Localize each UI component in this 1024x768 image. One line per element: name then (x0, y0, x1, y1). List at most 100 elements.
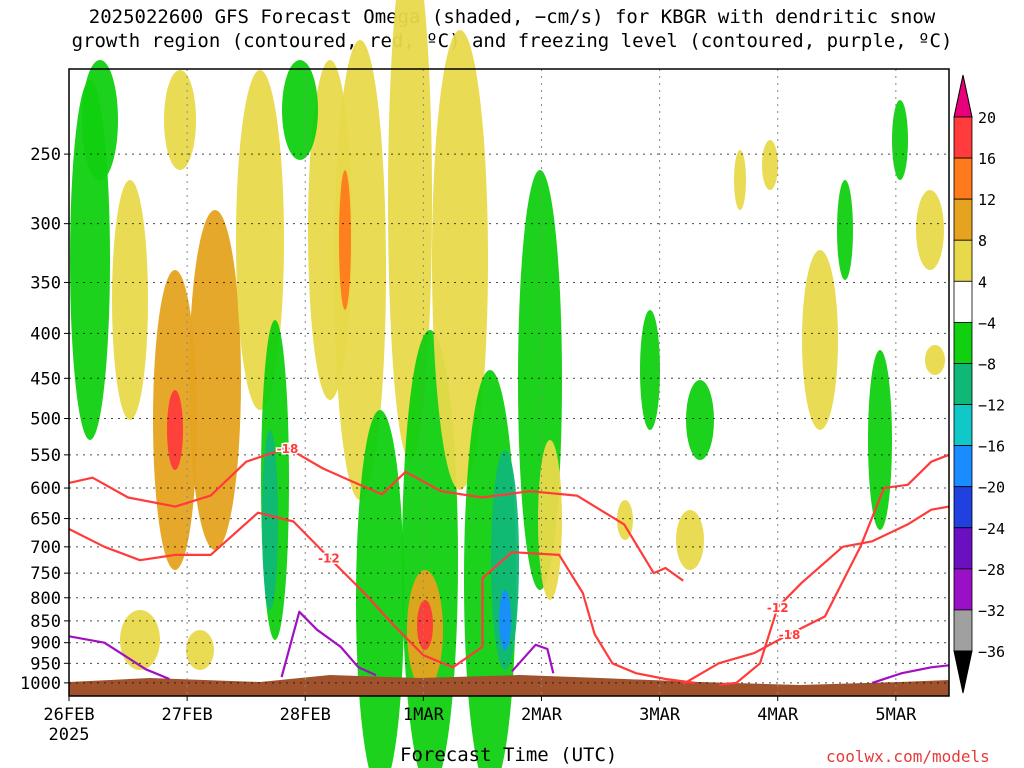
colorbar-segment (953, 404, 973, 447)
omega-shading (734, 150, 746, 210)
colorbar-label: −12 (978, 397, 1005, 415)
y-tick-label: 1000 (20, 674, 61, 694)
omega-shading (640, 310, 660, 430)
omega-shading (164, 70, 196, 170)
omega-shading (167, 390, 183, 470)
chart-title-line2: growth region (contoured, red, ºC) and f… (71, 30, 953, 52)
colorbar-segment (953, 609, 973, 652)
x-axis-label: Forecast Time (UTC) (400, 744, 618, 766)
y-tick-label: 900 (30, 634, 61, 654)
colorbar-label: 4 (978, 273, 987, 291)
omega-shading (676, 510, 704, 570)
omega-shading (339, 170, 351, 310)
contour-line (511, 643, 555, 674)
colorbar-top-arrow (953, 74, 973, 118)
x-tick-label: 2MAR (521, 705, 563, 725)
colorbar-label: −4 (978, 314, 996, 332)
colorbar-label: −20 (978, 479, 1005, 497)
y-tick-label: 400 (30, 324, 61, 344)
plot-frame (68, 68, 950, 697)
omega-shading (916, 190, 944, 270)
omega-shading (802, 250, 838, 430)
contour-label: -12 (767, 601, 789, 615)
omega-shading (499, 590, 511, 650)
colorbar-segment (953, 445, 973, 488)
colorbar-label: 16 (978, 150, 996, 168)
colorbar-segment (953, 198, 973, 241)
colorbar-label: 12 (978, 191, 996, 209)
y-tick-label: 700 (30, 538, 61, 558)
omega-shading (120, 610, 160, 670)
terrain-surface (69, 675, 949, 696)
colorbar-label: 8 (978, 232, 987, 250)
y-tick-label: 950 (30, 654, 61, 674)
contour-line (280, 610, 377, 678)
colorbar-segment (953, 568, 973, 611)
omega-shading (189, 210, 241, 550)
x-tick-label: 28FEB (280, 705, 331, 725)
colorbar-segment (953, 321, 973, 364)
y-tick-label: 300 (30, 215, 61, 235)
colorbar-label: 20 (978, 109, 996, 127)
x-tick-label: 3MAR (639, 705, 681, 725)
omega-shading (491, 450, 519, 670)
contour-line (68, 446, 684, 582)
x-tick-label: 5MAR (875, 705, 917, 725)
omega-shading (186, 630, 214, 670)
omega-shading (686, 380, 714, 460)
omega-shading (282, 60, 318, 160)
colorbar-segment (953, 486, 973, 529)
colorbar-label: −24 (978, 520, 1005, 538)
omega-shading (837, 180, 853, 280)
y-tick-label: 650 (30, 510, 61, 530)
y-tick-label: 750 (30, 564, 61, 584)
chart-title-line1: 2025022600 GFS Forecast Omega (shaded, −… (88, 6, 936, 28)
contour-line (718, 505, 950, 686)
y-tick-label: 550 (30, 446, 61, 466)
colorbar-segment (953, 239, 973, 282)
x-tick-label: 4MAR (757, 705, 799, 725)
colorbar-segment (953, 157, 973, 200)
colorbar-label: −32 (978, 602, 1005, 620)
omega-shading (617, 500, 633, 540)
colorbar-segment (953, 363, 973, 405)
omega-shading (868, 350, 892, 530)
omega-shading (82, 60, 118, 180)
omega-shading (334, 40, 386, 500)
y-tick-label: 600 (30, 479, 61, 499)
contour-line (68, 635, 170, 681)
omega-shading (762, 140, 778, 190)
x-tick-label: 1MAR (403, 705, 445, 725)
colorbar-segment (953, 280, 973, 323)
colorbar-label: −8 (978, 355, 996, 373)
omega-shading (112, 180, 148, 420)
omega-shading (892, 100, 908, 180)
contour-label: -12 (318, 552, 340, 566)
y-tick-label: 350 (30, 273, 61, 293)
colorbar-label: −16 (978, 438, 1005, 456)
colorbar-label: −36 (978, 643, 1005, 661)
contour-line (871, 664, 950, 684)
omega-shading (417, 600, 433, 650)
contour-line (682, 453, 950, 685)
credit-text: coolwx.com/models (826, 747, 990, 766)
y-tick-label: 850 (30, 612, 61, 632)
x-tick-label: 26FEB (43, 705, 94, 725)
omega-shading (925, 345, 945, 375)
y-tick-label: 800 (30, 589, 61, 609)
y-tick-label: 500 (30, 409, 61, 429)
colorbar-bottom-arrow (953, 650, 973, 694)
x-tick-label: 27FEB (162, 705, 213, 725)
colorbar-label: −28 (978, 561, 1005, 579)
x-year-label: 2025 (49, 725, 90, 745)
y-tick-label: 250 (30, 145, 61, 165)
colorbar-segment (953, 527, 973, 570)
omega-shading (538, 440, 562, 600)
contour-line (68, 511, 696, 684)
omega-shading (262, 430, 278, 610)
y-tick-label: 450 (30, 369, 61, 389)
contour-label: -18 (277, 442, 299, 456)
omega-shading (432, 30, 488, 490)
colorbar-segment (953, 116, 973, 159)
